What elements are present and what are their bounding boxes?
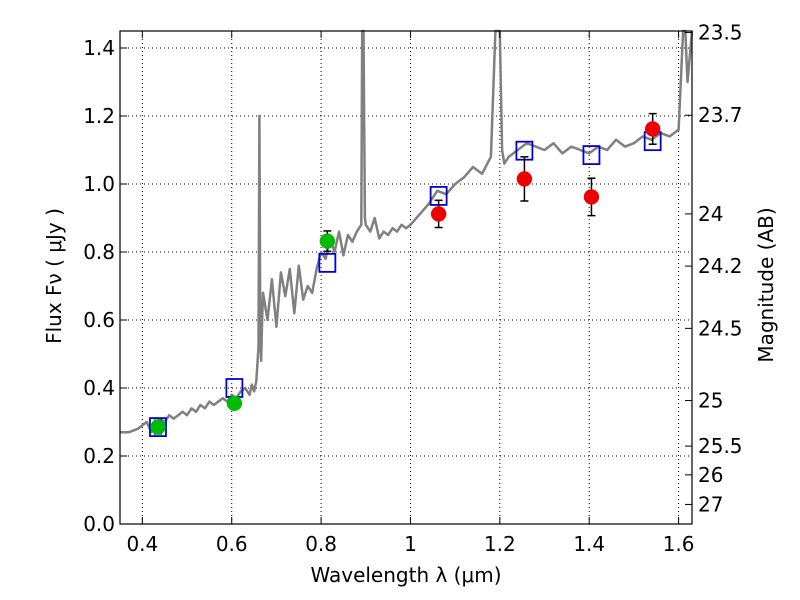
x-tick-label: 1 [404, 532, 417, 556]
magnitude-tick-labels: 23.5 23.7 24 24.2 24.5 25 25.5 26 27 [698, 21, 743, 517]
optical-photometry-point [150, 419, 166, 435]
nir-photometry-point [583, 189, 600, 205]
y-tick-label: 0.8 [83, 240, 115, 264]
photometry-markers [149, 112, 662, 438]
y-tick-label: 1.4 [83, 36, 115, 60]
magnitude-tick-label: 24 [698, 202, 723, 226]
axis-ticks [120, 31, 692, 525]
optical-photometry-point [226, 395, 243, 412]
magnitude-tick-label: 27 [698, 492, 723, 516]
x-axis-label: Wavelength λ (μm) [310, 563, 501, 587]
y-tick-label: 1.0 [83, 172, 115, 196]
magnitude-tick-label: 26 [698, 463, 723, 487]
y-tick-label: 0.4 [83, 376, 115, 400]
synthetic-photometry-square [318, 252, 337, 273]
y-axis-label: Flux Fν ( μJy ) [42, 208, 66, 344]
grid-lines [120, 31, 692, 525]
magnitude-tick-label: 25 [698, 389, 723, 413]
x-tick-label: 0.4 [126, 532, 158, 556]
model-spectrum-layer [120, 29, 694, 434]
nir-photometry-point [430, 206, 447, 222]
y-tick-labels: 0.0 0.2 0.4 0.6 0.8 1.0 1.2 1.4 [83, 36, 115, 536]
y-tick-label: 0.6 [83, 308, 115, 332]
synthetic-photometry-square [582, 145, 601, 166]
y-tick-label: 1.2 [83, 104, 115, 128]
x-tick-label: 1.4 [573, 532, 605, 556]
optical-photometry-point [319, 233, 336, 249]
x-tick-label: 0.8 [305, 532, 337, 556]
x-tick-labels: 0.4 0.6 0.8 1 1.2 1.4 1.6 [126, 532, 694, 556]
magnitude-tick-label: 23.7 [698, 103, 743, 127]
magnitude-tick-label: 25.5 [698, 434, 743, 458]
nir-photometry-point [644, 121, 661, 137]
magnitude-tick-label: 23.5 [698, 21, 743, 45]
x-tick-label: 1.2 [484, 532, 516, 556]
x-tick-label: 1.6 [663, 532, 695, 556]
x-tick-label: 0.6 [216, 532, 248, 556]
model-spectrum-line [120, 29, 694, 434]
y-tick-label: 0.0 [83, 512, 115, 536]
magnitude-tick-label: 24.2 [698, 254, 743, 278]
y-tick-label: 0.2 [83, 444, 115, 468]
right-axis-label: Magnitude (AB) [754, 207, 778, 362]
plot-frame [119, 30, 693, 525]
magnitude-tick-label: 24.5 [698, 316, 743, 340]
nir-photometry-point [516, 171, 533, 187]
synthetic-photometry-square [149, 417, 167, 438]
